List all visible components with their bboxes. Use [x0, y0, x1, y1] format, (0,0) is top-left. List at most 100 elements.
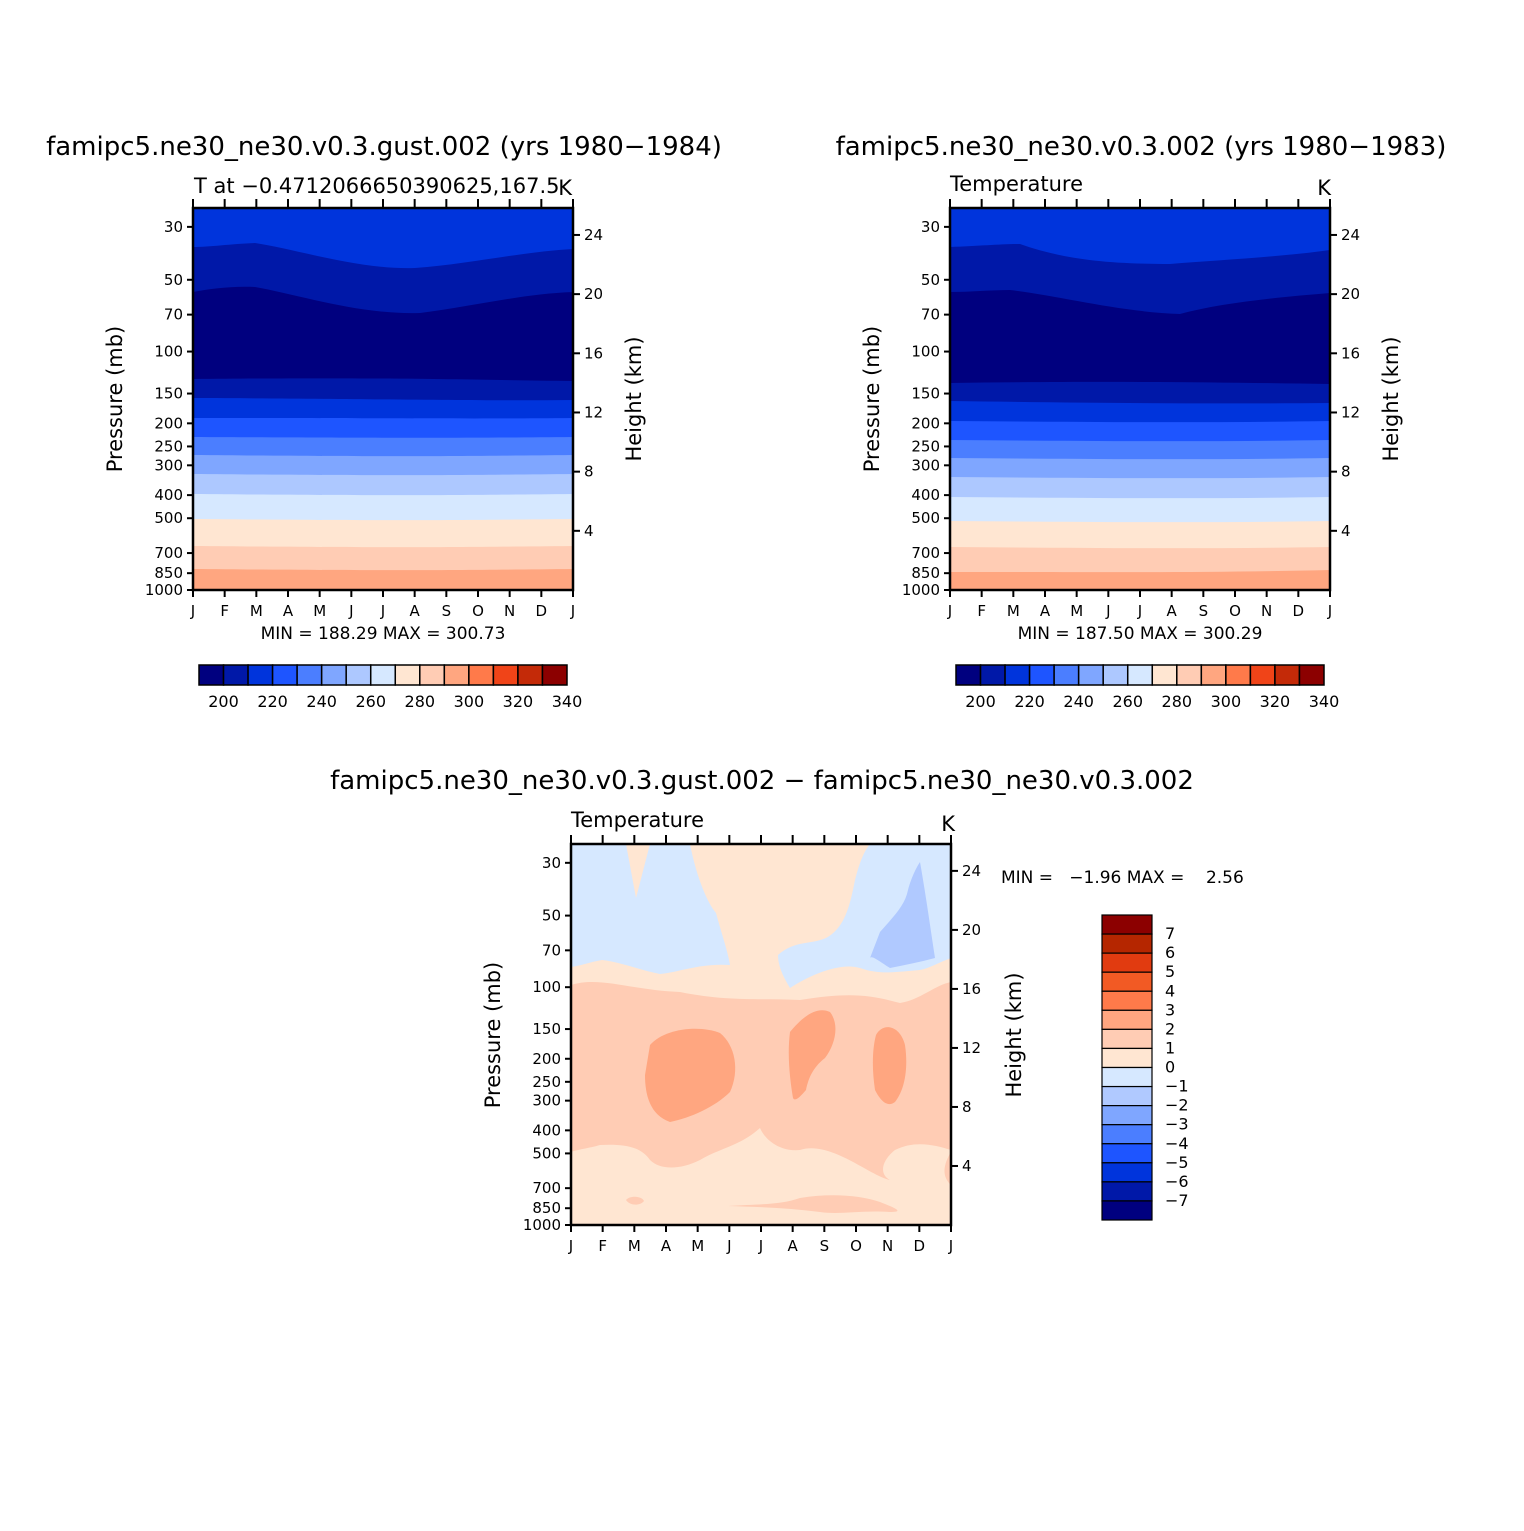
colorbar-box — [468, 664, 495, 686]
y-tick-label: 1000 — [902, 581, 940, 599]
x-tick-label: J — [1137, 602, 1142, 620]
y-tick-label: 300 — [154, 456, 183, 474]
colorbar-label: 3 — [1165, 1000, 1175, 1019]
colorbar-box — [1028, 664, 1055, 686]
x-tick-label: N — [504, 602, 515, 620]
y-tick-label: 50 — [921, 271, 940, 289]
panel-1-minmax: MIN = 188.29 MAX = 300.73 — [261, 624, 506, 644]
y-tick-label: 250 — [532, 1073, 561, 1091]
colorbar-box — [222, 664, 249, 686]
panel-1: famipc5.ne30_ne30.v0.3.gust.002 (yrs 198… — [46, 132, 722, 711]
diff-region-1-2 — [571, 982, 951, 1185]
panel-3: famipc5.ne30_ne30.v0.3.gust.002 − famipc… — [330, 766, 1244, 1255]
colorbar-box — [1101, 1181, 1153, 1202]
colorbar-box — [955, 664, 982, 686]
y2-tick-label: 8 — [584, 463, 594, 481]
colorbar-box — [345, 664, 372, 686]
x-tick-label: J — [1105, 602, 1110, 620]
panel-2-colorbar: 200 220 240 260 280 300 320 340 — [955, 664, 1339, 711]
x-tick-label: F — [977, 602, 986, 620]
colorbar-box — [443, 664, 470, 686]
y-tick-label: 1000 — [145, 581, 183, 599]
x-tick-label: J — [570, 602, 575, 620]
colorbar-box — [979, 664, 1006, 686]
x-tick-label: J — [190, 602, 195, 620]
colorbar-label: −6 — [1165, 1172, 1189, 1191]
colorbar-label: 220 — [257, 692, 288, 711]
x-tick-label: J — [947, 602, 952, 620]
colorbar-box — [1101, 1200, 1153, 1221]
y-tick-label: 100 — [532, 978, 561, 996]
panel-2-minmax: MIN = 187.50 MAX = 300.29 — [1018, 624, 1263, 644]
panel-1-colorbar: 200 220 240 260 280 300 320 340 — [198, 664, 582, 711]
y-tick-label: 150 — [154, 385, 183, 403]
colorbar-box — [1274, 664, 1301, 686]
y-tick-label: 100 — [911, 343, 940, 361]
x-tick-label: M — [1070, 602, 1083, 620]
colorbar-label: −4 — [1165, 1134, 1189, 1153]
colorbar-label: 220 — [1014, 692, 1045, 711]
colorbar-label: 2 — [1165, 1019, 1175, 1038]
x-tick-label: D — [914, 1237, 926, 1255]
x-tick-label: D — [536, 602, 548, 620]
y-tick-label: 100 — [154, 343, 183, 361]
diff-region-2-3-a — [645, 1028, 736, 1122]
y2-tick-label: 20 — [962, 921, 981, 939]
y-tick-label: 50 — [542, 907, 561, 925]
y2-tick-label: 16 — [584, 344, 603, 362]
colorbar-box — [1101, 1085, 1153, 1107]
diff-region-2-3-c — [872, 1027, 907, 1105]
x-tick-label: F — [220, 602, 229, 620]
colorbar-box — [419, 664, 446, 686]
colorbar-box — [1101, 990, 1153, 1011]
panel-3-ylabel: Pressure (mb) — [481, 962, 505, 1109]
colorbar-box — [271, 664, 298, 686]
colorbar-box — [198, 664, 225, 686]
colorbar-label: 300 — [454, 692, 485, 711]
y-tick-label: 70 — [921, 306, 940, 324]
y-tick-label: 200 — [154, 414, 183, 432]
colorbar-box — [1102, 664, 1129, 686]
colorbar-box — [1101, 1162, 1153, 1183]
diff-region-2-3-b — [788, 1010, 836, 1100]
x-tick-label: O — [472, 602, 484, 620]
colorbar-label: −7 — [1165, 1191, 1189, 1210]
x-tick-label: A — [1040, 602, 1051, 620]
x-tick-label: N — [882, 1237, 893, 1255]
panel-2-y2label: Height (km) — [1379, 336, 1403, 461]
y-tick-label: 1000 — [523, 1216, 561, 1234]
colorbar-box — [1200, 664, 1227, 686]
y2-tick-label: 24 — [962, 862, 981, 880]
y-tick-label: 500 — [532, 1144, 561, 1162]
x-tick-label: N — [1261, 602, 1272, 620]
x-tick-label: S — [1199, 602, 1209, 620]
colorbar-label: 5 — [1165, 962, 1175, 981]
y-tick-label: 30 — [921, 218, 940, 236]
colorbar-box — [1101, 1124, 1153, 1145]
y-tick-label: 150 — [532, 1020, 561, 1038]
colorbar-box — [492, 664, 519, 686]
y-tick-label: 150 — [911, 385, 940, 403]
colorbar-box — [1101, 1066, 1153, 1088]
colorbar-box — [541, 664, 568, 686]
y-tick-label: 50 — [164, 271, 183, 289]
x-tick-label: J — [568, 1237, 573, 1255]
panel-2-subtitle: Temperature — [949, 172, 1083, 196]
panel-2-units: K — [1317, 176, 1332, 200]
colorbar-label: 0 — [1165, 1058, 1175, 1077]
colorbar-box — [369, 664, 397, 686]
y-tick-label: 30 — [164, 218, 183, 236]
colorbar-label: 240 — [1063, 692, 1094, 711]
panel-3-y2label: Height (km) — [1002, 972, 1026, 1097]
y2-tick-label: 12 — [584, 403, 603, 421]
colorbar-box — [1225, 664, 1252, 686]
y-tick-label: 400 — [532, 1121, 561, 1139]
y2-tick-label: 16 — [962, 980, 981, 998]
y2-tick-label: 8 — [1341, 463, 1351, 481]
colorbar-box — [296, 664, 323, 686]
colorbar-box — [1101, 1105, 1153, 1126]
